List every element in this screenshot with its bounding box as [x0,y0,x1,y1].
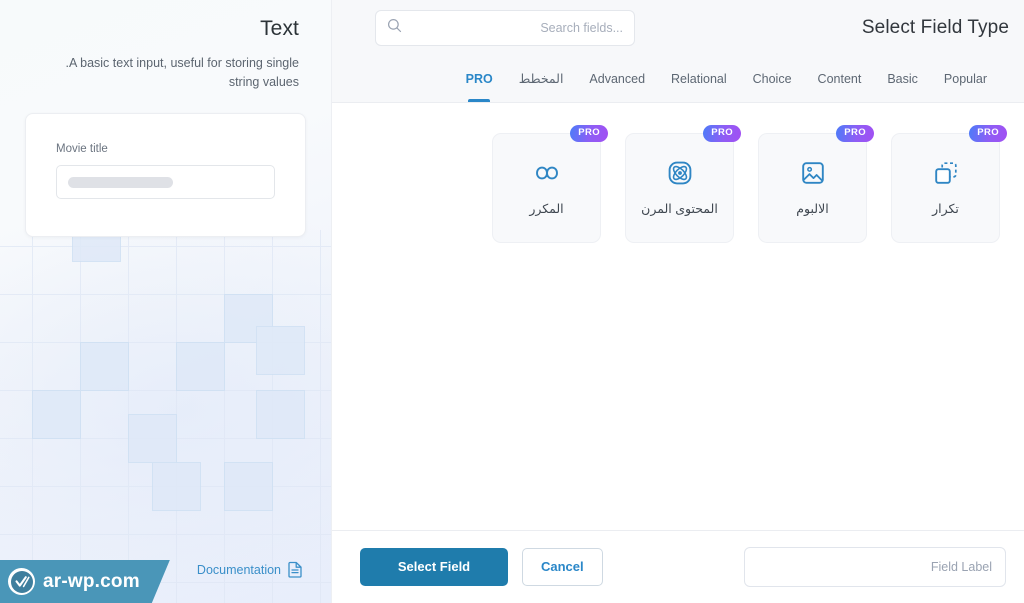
tab-popular[interactable]: Popular [943,72,987,86]
watermark-logo-icon [8,568,35,595]
field-type-title: Text [260,17,299,40]
atom-icon [667,159,693,187]
pro-badge: PRO [703,125,741,142]
select-field-button[interactable]: Select Field [360,548,508,586]
tab-pro[interactable]: PRO [453,56,506,102]
field-card-clone[interactable]: PRO المكرر [492,125,608,243]
field-card-label: المكرر [529,202,564,216]
pro-badge: PRO [570,125,608,142]
field-card-gallery[interactable]: PRO الالبوم [758,125,874,243]
field-card-label: الالبوم [796,202,829,216]
gallery-icon [800,159,826,187]
search-fields-box[interactable] [375,10,635,46]
decorative-grid-pattern [0,230,331,603]
field-card-label: المحتوى المرن [641,202,718,216]
repeater-icon [933,159,959,187]
search-icon [387,18,402,38]
modal-header: Select Field Type Popular Basic Content … [332,0,1024,103]
preview-header: Text .A basic text input, useful for sto… [0,0,331,92]
field-type-description: .A basic text input, useful for storing … [65,56,299,89]
tab-basic[interactable]: Basic [887,72,918,86]
header-row: Select Field Type [332,0,1024,56]
field-preview-panel: Text .A basic text input, useful for sto… [0,0,332,603]
tab-relational[interactable]: Relational [671,72,727,86]
field-category-tabs: Popular Basic Content Choice Relational … [332,56,1024,102]
documentation-link[interactable]: Documentation [197,561,303,578]
field-label-input[interactable] [758,560,992,574]
field-type-grid: PRO تكرار PRO [342,125,1014,243]
preview-placeholder-bar [68,176,173,188]
watermark-badge: ar-wp.com [0,560,170,603]
field-card-label: تكرار [932,202,959,216]
field-card-flexible-content[interactable]: PRO المحتوى المرن [625,125,741,243]
preview-field-label: Movie title [56,143,108,155]
documentation-link-label: Documentation [196,562,281,577]
field-type-grid-area: PRO تكرار PRO [332,103,1024,530]
field-preview-card: Movie title [25,113,306,237]
field-label-input-wrap[interactable] [744,547,1006,587]
tab-choice[interactable]: Choice [752,72,792,86]
search-input[interactable] [410,21,623,35]
tab-content[interactable]: Content [817,72,862,86]
field-type-chooser: Select Field Type Popular Basic Content … [332,0,1024,603]
preview-text-input[interactable] [56,165,275,199]
watermark-text: ar-wp.com [43,570,140,592]
pro-badge: PRO [969,125,1007,142]
pro-badge: PRO [836,125,874,142]
infinity-icon [532,159,562,187]
cancel-button[interactable]: Cancel [522,548,603,586]
document-icon [288,561,303,578]
tab-advanced[interactable]: Advanced [589,72,646,86]
modal-footer: Select Field Cancel [332,530,1024,603]
tab-layout[interactable]: المخطط [518,72,564,86]
field-card-repeater[interactable]: PRO تكرار [891,125,1007,243]
page-title: Select Field Type [861,17,1009,38]
